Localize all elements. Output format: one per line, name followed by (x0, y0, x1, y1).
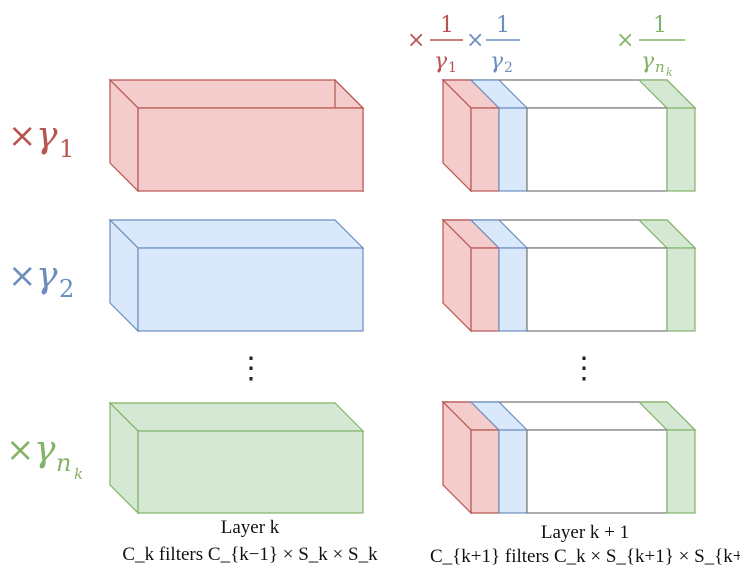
scale-label-gamma-2: × γ 2 (8, 255, 74, 303)
left-block-2 (108, 218, 365, 333)
svg-text:1: 1 (448, 60, 457, 76)
svg-text:γ: γ (434, 49, 448, 74)
svg-text:2: 2 (504, 60, 513, 76)
svg-text:×: × (616, 28, 634, 53)
right-block-2 (441, 218, 697, 333)
right-block-3 (441, 400, 697, 515)
scale-label-gamma-nk: × γ n k (6, 429, 83, 483)
right-caption-detail: C_{k+1} filters C_k × S_{k+1} × S_{k+1} (430, 546, 740, 567)
svg-text:k: k (74, 465, 83, 483)
left-block-3 (108, 401, 365, 515)
svg-text:γ: γ (36, 255, 58, 296)
factor-inv-gamma-2: × 1 γ 2 (466, 13, 520, 76)
svg-text:1: 1 (653, 13, 667, 38)
svg-text:n: n (655, 58, 665, 76)
ellipsis-left: ⋮ (236, 351, 266, 386)
svg-text:×: × (8, 256, 37, 296)
svg-text:γ: γ (34, 429, 56, 470)
right-block-1 (441, 78, 697, 193)
left-caption-detail: C_k filters C_{k−1} × S_k × S_k (122, 544, 378, 565)
left-caption-title: Layer k (220, 517, 280, 538)
svg-text:1: 1 (496, 13, 510, 38)
factor-inv-gamma-1: × 1 γ 1 (407, 13, 463, 76)
svg-text:1: 1 (59, 135, 74, 163)
svg-text:γ: γ (36, 115, 58, 156)
left-block-1 (108, 78, 365, 193)
svg-text:×: × (466, 28, 484, 53)
ellipsis-right: ⋮ (569, 351, 599, 386)
svg-text:k: k (666, 66, 673, 79)
svg-text:2: 2 (59, 275, 74, 303)
scale-label-gamma-1: × γ 1 (8, 115, 74, 163)
svg-text:γ: γ (490, 49, 504, 74)
factor-inv-gamma-nk: × 1 γ n k (616, 13, 685, 79)
svg-text:1: 1 (440, 13, 454, 38)
svg-text:×: × (6, 430, 35, 470)
svg-text:×: × (8, 116, 37, 156)
right-caption-title: Layer k + 1 (540, 522, 630, 543)
svg-text:×: × (407, 28, 425, 53)
svg-text:γ: γ (641, 49, 655, 74)
svg-text:n: n (56, 449, 71, 477)
